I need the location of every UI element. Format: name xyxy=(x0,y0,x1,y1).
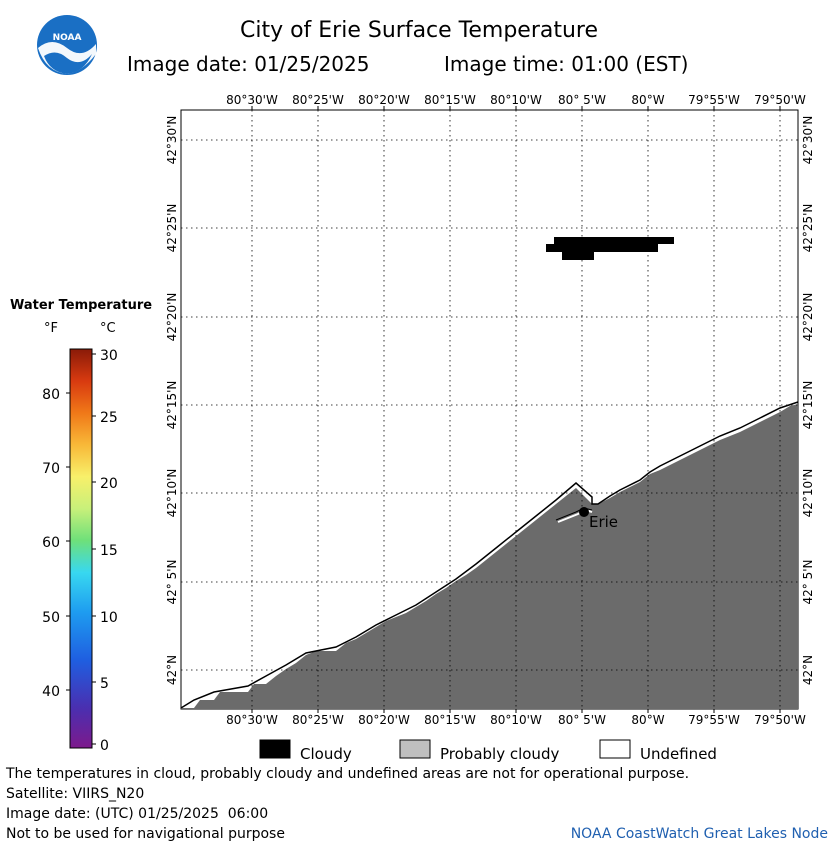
unit-c: °C xyxy=(100,321,116,336)
c-tick-5: 5 xyxy=(100,676,109,692)
c-tick-25: 25 xyxy=(100,410,118,426)
lon-bottom-9: 79°50'W xyxy=(754,713,806,727)
nav-warning-text: Not to be used for navigational purpose xyxy=(6,826,285,842)
satellite-text: Satellite: VIIRS_N20 xyxy=(6,786,145,802)
land-area xyxy=(181,404,798,709)
c-tick-0: 0 xyxy=(100,738,109,754)
lon-top-2: 80°25'W xyxy=(292,93,344,107)
undefined-swatch xyxy=(599,739,631,759)
lat-left-4: 42°15'N xyxy=(165,381,179,430)
lon-bottom-1: 80°30'W xyxy=(226,713,278,727)
lat-left-1: 42°30'N xyxy=(165,116,179,165)
logo-text: NOAA xyxy=(53,33,82,43)
shoreline xyxy=(180,401,799,709)
cloudy-label: Cloudy xyxy=(300,745,352,763)
temperature-color-bar xyxy=(69,348,93,749)
utc-date-text: Image date: (UTC) 01/25/2025 06:00 xyxy=(6,806,269,822)
lon-bottom-2: 80°25'W xyxy=(292,713,344,727)
noaa-logo-icon: NOAA xyxy=(37,15,97,75)
lat-left-7: 42°N xyxy=(165,655,179,685)
legend-title: Water Temperature xyxy=(10,298,153,313)
erie-label: Erie xyxy=(589,513,618,531)
lon-top-4: 80°15'W xyxy=(424,93,476,107)
cloud-patch xyxy=(546,237,674,260)
lat-left-2: 42°25'N xyxy=(165,204,179,253)
lon-top-3: 80°20'W xyxy=(358,93,410,107)
credit-text: NOAA CoastWatch Great Lakes Node xyxy=(570,826,828,842)
lon-top-6: 80° 5'W xyxy=(558,93,606,107)
unit-f: °F xyxy=(44,321,58,336)
f-tick-60: 60 xyxy=(42,535,60,551)
probably-cloudy-swatch xyxy=(399,739,431,759)
lon-top-8: 79°55'W xyxy=(688,93,740,107)
lon-top-7: 80°W xyxy=(631,93,664,107)
lon-bottom-7: 80°W xyxy=(631,713,664,727)
lat-right-1: 42°30'N xyxy=(801,116,815,165)
lat-right-7: 42°N xyxy=(801,655,815,685)
lat-right-5: 42°10'N xyxy=(801,469,815,518)
cloudy-swatch xyxy=(259,739,291,759)
lon-bottom-6: 80° 5'W xyxy=(558,713,606,727)
image-date-label: Image date: 01/25/2025 xyxy=(127,52,370,76)
lat-right-6: 42° 5'N xyxy=(801,560,815,605)
f-tick-80: 80 xyxy=(42,387,60,403)
lon-top-9: 79°50'W xyxy=(754,93,806,107)
f-tick-70: 70 xyxy=(42,461,60,477)
lat-left-5: 42°10'N xyxy=(165,469,179,518)
c-tick-10: 10 xyxy=(100,610,118,626)
lon-bottom-8: 79°55'W xyxy=(688,713,740,727)
lon-top-5: 80°10'W xyxy=(490,93,542,107)
c-tick-20: 20 xyxy=(100,476,118,492)
f-tick-50: 50 xyxy=(42,610,60,626)
c-tick-15: 15 xyxy=(100,543,118,559)
lat-right-2: 42°25'N xyxy=(801,204,815,253)
lon-bottom-3: 80°20'W xyxy=(358,713,410,727)
lon-bottom-5: 80°10'W xyxy=(490,713,542,727)
erie-marker xyxy=(579,507,589,517)
lon-bottom-4: 80°15'W xyxy=(424,713,476,727)
image-time-label: Image time: 01:00 (EST) xyxy=(444,52,689,76)
f-tick-40: 40 xyxy=(42,684,60,700)
lon-top-1: 80°30'W xyxy=(226,93,278,107)
lat-right-3: 42°20'N xyxy=(801,293,815,342)
probably-cloudy-label: Probably cloudy xyxy=(440,745,559,763)
page-title: City of Erie Surface Temperature xyxy=(239,18,599,43)
c-tick-30: 30 xyxy=(100,348,118,364)
undefined-label: Undefined xyxy=(640,745,717,763)
lat-left-3: 42°20'N xyxy=(165,293,179,342)
disclaimer-text: The temperatures in cloud, probably clou… xyxy=(6,766,690,782)
noaa-logo: NOAA xyxy=(36,14,98,76)
lat-left-6: 42° 5'N xyxy=(165,560,179,605)
lat-right-4: 42°15'N xyxy=(801,381,815,430)
